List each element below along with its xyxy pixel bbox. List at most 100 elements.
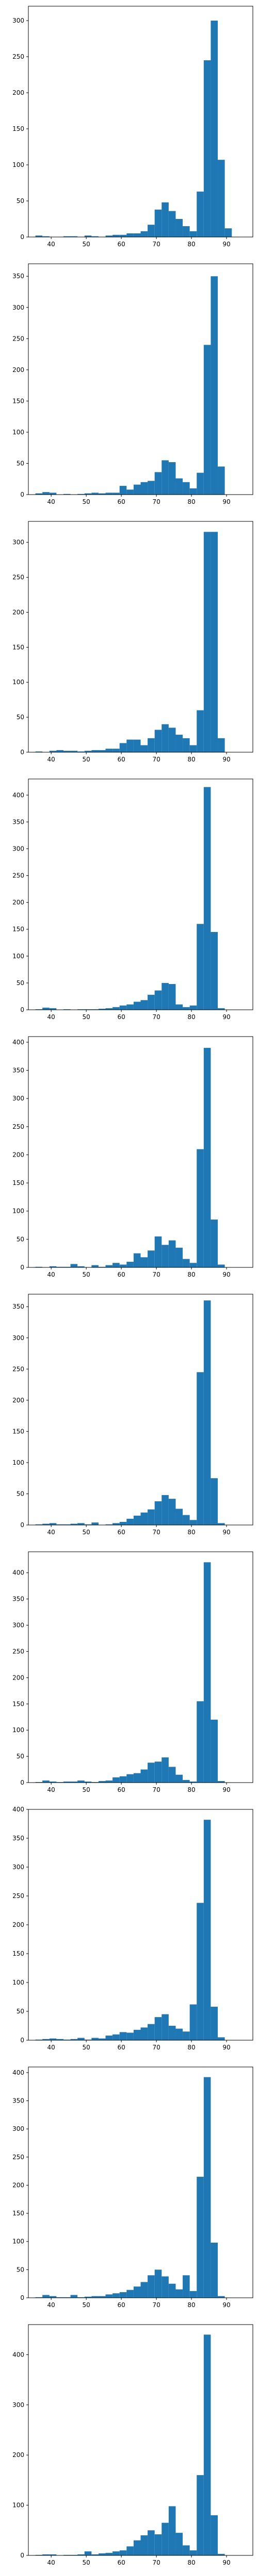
histogram-bar: [175, 2028, 183, 2040]
histogram-bar: [154, 2017, 162, 2040]
y-tick-label: 150: [12, 1428, 24, 1435]
histogram-bar: [203, 1562, 211, 1783]
histogram-bar: [140, 482, 148, 495]
y-tick-label: 100: [12, 1208, 24, 1215]
y-tick-label: 0: [20, 1264, 24, 1271]
histogram-bar: [133, 484, 141, 495]
histogram-bar: [224, 228, 232, 237]
x-tick-label: 80: [187, 498, 195, 505]
x-tick-label: 50: [83, 2044, 90, 2051]
x-tick-label: 80: [187, 1013, 195, 1021]
histogram-bar: [126, 2546, 134, 2555]
axes-frame: [28, 1809, 253, 2041]
histogram-bar: [162, 982, 169, 1010]
y-tick-label: 50: [17, 460, 24, 467]
histogram-panel-4: 40 50 60 70 80 90 0 50 100 150 200 250 300 350 400: [12, 778, 253, 1021]
histogram-bar: [119, 2032, 127, 2040]
x-tick-label: 80: [187, 756, 195, 763]
histogram-bar: [203, 1820, 211, 2040]
histogram-bar: [84, 1524, 92, 1525]
histogram-bar: [70, 1781, 78, 1783]
histogram-bar: [63, 751, 71, 752]
y-tick-label: 250: [12, 335, 24, 342]
histogram-bar: [168, 1767, 176, 1783]
histogram-bar: [203, 1047, 211, 1267]
y-tick-label: 150: [12, 1179, 24, 1187]
x-tick-label: 40: [47, 498, 55, 505]
histogram-bar: [140, 1512, 148, 1525]
histogram-bar: [218, 2554, 225, 2555]
histogram-bar: [211, 931, 218, 1010]
y-tick-label: 300: [12, 1863, 24, 1871]
histogram-bar: [154, 1236, 162, 1267]
histogram-bar: [126, 1518, 134, 1525]
x-tick-label: 90: [222, 2301, 230, 2309]
histogram-bar: [133, 233, 141, 237]
axes-frame: [28, 521, 253, 753]
histogram-bar: [49, 1008, 57, 1010]
histogram-bar: [211, 1219, 218, 1267]
histogram-bar: [162, 2522, 169, 2555]
y-tick-label: 200: [12, 1674, 24, 1681]
histogram-bar: [35, 235, 43, 237]
histogram-bar: [98, 2296, 106, 2298]
histogram-bar: [183, 2031, 190, 2040]
histogram-bar: [105, 1265, 113, 1267]
histogram-bar: [119, 1264, 127, 1267]
histogram-bar: [70, 2039, 78, 2040]
histogram-bar: [140, 1769, 148, 1783]
histogram-bar: [197, 191, 204, 237]
axes-frame: [28, 2066, 253, 2298]
y-tick-label: 0: [20, 491, 24, 498]
histogram-bar: [98, 1008, 106, 1010]
histogram-bar: [168, 462, 176, 495]
y-tick-label: 100: [12, 429, 24, 436]
histogram-bar: [105, 2553, 113, 2555]
histogram-bar: [119, 1005, 127, 1010]
histogram-bar: [42, 2554, 50, 2555]
x-tick-label: 50: [83, 241, 90, 248]
histogram-bar: [49, 1523, 57, 1525]
axes-frame: [28, 2324, 253, 2556]
histogram-bar: [91, 1265, 99, 1267]
y-tick-label: 150: [12, 397, 24, 404]
axes-frame: [28, 778, 253, 1010]
histogram-bar: [168, 2506, 176, 2555]
y-tick-label: 350: [12, 1596, 24, 1603]
y-tick-label: 300: [12, 17, 24, 24]
x-tick-label: 90: [222, 498, 230, 505]
histogram-bar: [148, 481, 155, 495]
histogram-bar: [162, 1495, 169, 1525]
y-tick-label: 250: [12, 1892, 24, 1900]
histogram-bar: [126, 739, 134, 752]
histogram-bar: [35, 1782, 43, 1783]
histogram-bar: [175, 219, 183, 237]
histogram-bar: [168, 2026, 176, 2040]
histogram-bar: [148, 2024, 155, 2040]
histogram-bar: [77, 1780, 85, 1783]
y-tick-label: 400: [12, 2069, 24, 2076]
x-tick-label: 90: [222, 1786, 230, 1793]
y-tick-label: 50: [17, 1235, 24, 1243]
histogram-bar: [119, 1521, 127, 1525]
histogram-bar: [211, 276, 218, 495]
histogram-bar: [189, 1263, 197, 1267]
histogram-bar: [154, 472, 162, 495]
histogram-bar: [70, 2295, 78, 2298]
histogram-bar: [189, 2291, 197, 2298]
x-tick-label: 60: [117, 498, 125, 505]
histogram-bar: [98, 2038, 106, 2040]
y-tick-label: 350: [12, 1303, 24, 1310]
x-tick-label: 70: [152, 1529, 160, 1536]
histogram-bar: [218, 1781, 225, 1783]
y-tick-label: 50: [17, 197, 24, 205]
histogram-bar: [162, 460, 169, 495]
y-tick-label: 250: [12, 872, 24, 879]
histogram-bar: [148, 1250, 155, 1267]
histogram-panel-7: 40 50 60 70 80 90 0 50 100 150 200 250 300 350 400: [12, 1551, 253, 1793]
histogram-bar: [197, 1903, 204, 2040]
histogram-bar: [197, 2177, 204, 2298]
x-tick-label: 90: [222, 2044, 230, 2051]
histogram-bar: [63, 1781, 71, 1783]
histogram-bar: [154, 1761, 162, 1783]
